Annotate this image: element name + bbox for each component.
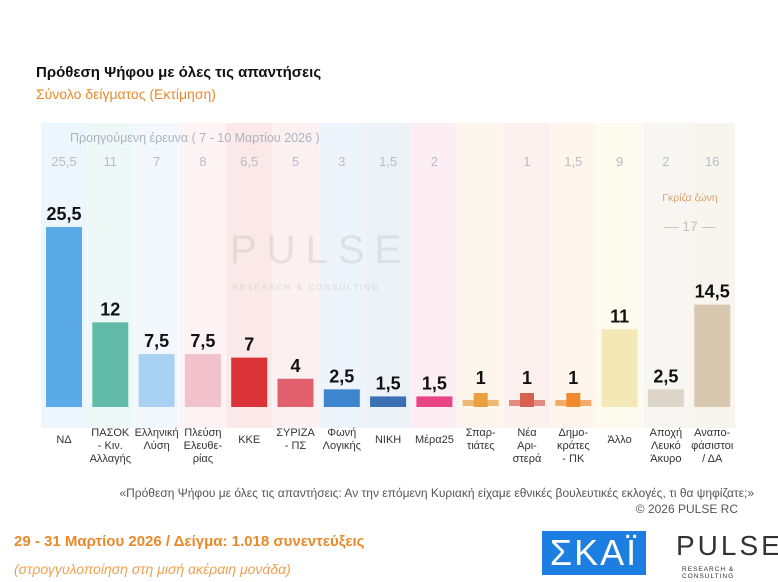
watermark-logo: PULSE [230,228,412,272]
watermark-sub: RESEARCH & CONSULTING [232,283,381,292]
party-logo-icon [520,393,534,407]
data-label: 1 [476,368,486,388]
previous-value: 2 [662,154,669,169]
previous-value: 3 [338,154,345,169]
category-label: Δημο-κράτες - ΠΚ [557,427,590,465]
previous-value: 16 [705,154,719,169]
bar [92,322,129,407]
data-label: 25,5 [46,204,81,224]
category-label: ΣΥΡΙΖΑ - ΠΣ [276,427,315,452]
data-label: 2,5 [653,366,678,386]
data-label: 7,5 [144,331,169,351]
pulse-logo-sub: RESEARCH & CONSULTING [682,566,735,580]
column-band [457,123,504,428]
chart-subtitle: Σύνολο δείγματος (Εκτίμηση) [36,86,216,102]
previous-value: 11 [104,154,118,169]
copyright: © 2026 PULSE RC [635,502,738,516]
column-band [365,123,412,428]
data-label: 1 [568,368,578,388]
category-label: ΚΚΕ [238,434,260,446]
data-label: 14,5 [695,282,730,302]
previous-value: 9 [616,154,623,169]
pulse-logo: PULSE [676,530,778,561]
column-band [411,123,458,428]
previous-value: 1,5 [379,154,397,169]
skai-logo: ΣΚΑΪ [542,531,646,575]
previous-value: 8 [199,154,206,169]
previous-value: 7 [153,154,160,169]
category-label: Αναπο-φάσιστοι / ΔΑ [691,427,734,465]
data-label: 1,5 [422,373,447,393]
data-label: 12 [100,299,120,319]
previous-value: 25,5 [51,154,76,169]
bar [370,396,407,407]
previous-survey-label: Προηγούμενη έρευνα ( 7 - 10 Μαρτίου 2026… [70,131,320,145]
column-band [504,123,550,428]
survey-dates-sample: 29 - 31 Μαρτίου 2026 / Δείγμα: 1.018 συν… [14,533,365,550]
bar [601,329,638,407]
category-label: Πλεύση Ελευθε-ρίας [184,427,223,465]
data-label: 7,5 [190,331,215,351]
previous-value: 6,5 [240,154,258,169]
previous-value: 2 [431,154,438,169]
grey-zone-label: Γκρίζα ζώνη [662,192,718,204]
category-label: ΠΑΣΟΚ - Κιν. Αλλαγής [90,427,131,465]
column-band [272,123,319,428]
category-label: Φωνή Λογικής [323,427,361,452]
data-label: 1,5 [376,373,401,393]
bar [416,396,453,407]
grey-zone-value: — 17 — [664,218,716,234]
bar [647,389,684,407]
bar [184,354,221,407]
bar [694,304,731,407]
previous-value: 5 [292,154,299,169]
previous-value: 1,5 [564,154,582,169]
previous-value: 1 [523,154,530,169]
bar [323,389,360,407]
party-logo-icon [566,393,581,407]
category-label: Αποχή Λευκό Άκυρο [650,427,682,465]
category-label: Νέα Αρι-στερά [513,427,542,465]
bar [46,227,82,407]
chart-title: Πρόθεση Ψήφου με όλες τις απαντήσεις [36,64,322,81]
column-band [550,123,597,428]
bar [231,357,268,407]
question-text: «Πρόθεση Ψήφου με όλες τις απαντήσεις: Α… [119,486,754,500]
bar [277,378,314,407]
data-label: 11 [610,306,629,326]
category-label: Μέρα25 [415,434,454,446]
data-label: 1 [522,368,532,388]
category-label: Σπαρ-τιάτες [466,427,496,452]
category-label: ΝΙΚΗ [375,434,401,446]
category-label: Ελληνική Λύση [135,427,179,452]
party-logo-icon [473,393,488,407]
rounding-note: (στρογγυλοποίηση στη μισή ακέραιη μονάδα… [14,561,291,577]
column-band [318,123,365,428]
data-label: 2,5 [329,366,354,386]
category-label: ΝΔ [56,434,72,446]
bar [138,354,175,407]
category-label: Άλλο [607,434,631,446]
data-label: 7 [244,335,254,355]
data-label: 4 [290,356,300,376]
column-band [642,123,689,428]
